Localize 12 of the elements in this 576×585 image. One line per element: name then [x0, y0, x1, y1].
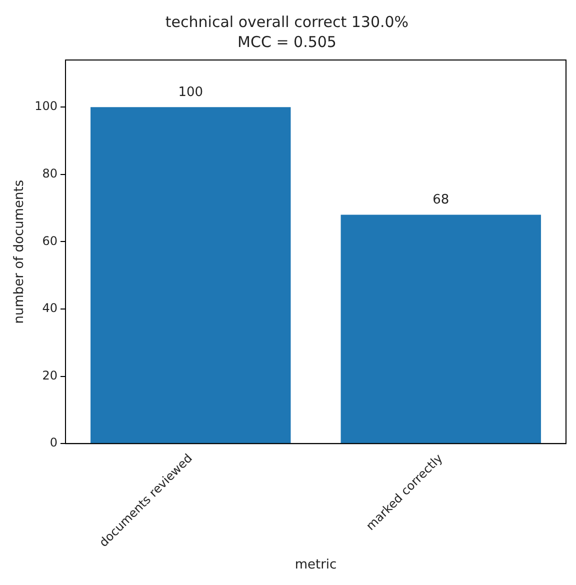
data-label: 100 [178, 84, 204, 100]
y-tick-label: 100 [34, 99, 58, 114]
chart-subtitle: MCC = 0.505 [238, 32, 336, 51]
y-axis-title: number of documents [12, 180, 28, 324]
y-tick-label: 20 [42, 368, 58, 382]
x-axis-title: metric [294, 558, 337, 573]
data-label: 68 [432, 192, 450, 208]
y-tick-label: 40 [42, 301, 58, 316]
y-tick-label: 0 [50, 436, 58, 450]
y-tick-label: 80 [42, 166, 58, 181]
y-tick-label: 60 [42, 234, 58, 248]
chart-title: technical overall correct 130.0% [165, 12, 409, 31]
